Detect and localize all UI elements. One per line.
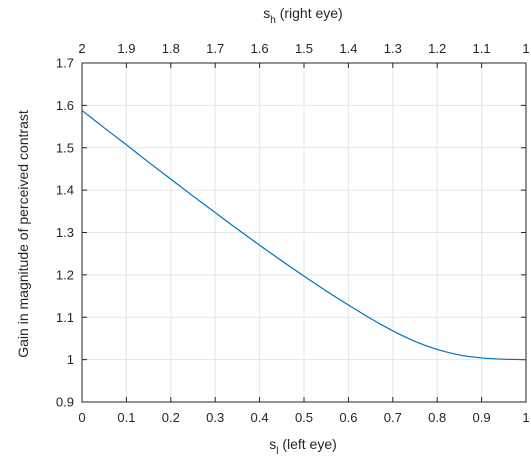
y-tick-label: 1	[67, 352, 74, 367]
top-axis-title-main: s	[263, 5, 270, 21]
y-tick-label: 0.9	[56, 395, 74, 410]
y-tick-label: 1.4	[56, 183, 74, 198]
x2-tick-label: 1.1	[473, 41, 491, 56]
x-tick-label: 0.7	[384, 410, 402, 425]
grid	[81, 62, 527, 403]
x-tick-label: 0.9	[473, 410, 491, 425]
x-tick-label: 0.2	[162, 410, 180, 425]
x-axis-title-rest: (left eye)	[278, 436, 336, 452]
x2-tick-label: 1.2	[428, 41, 446, 56]
top-axis-title-rest: (right eye)	[276, 5, 343, 21]
x-tick-label: 0.6	[339, 410, 357, 425]
top-tick-labels: 2 1.9 1.8 1.7 1.6 1.5 1.4 1.3 1.2 1.1 1	[78, 41, 529, 56]
x-axis-title-main: s	[269, 436, 276, 452]
x-tick-label: 0	[78, 410, 85, 425]
x-tick-label: 1	[522, 410, 529, 425]
y-tick-label: 1.5	[56, 140, 74, 155]
y-tick-label: 1.2	[56, 267, 74, 282]
x-tick-label: 0.3	[206, 410, 224, 425]
y-tick-label: 1.6	[56, 98, 74, 113]
y-axis-title: Gain in magnitude of perceived contrast	[15, 110, 31, 358]
y-tick-label: 1.3	[56, 225, 74, 240]
x-tick-label: 0.8	[428, 410, 446, 425]
x2-tick-label: 1.7	[206, 41, 224, 56]
x2-tick-label: 2	[78, 41, 85, 56]
top-axis-title-sub: h	[270, 15, 276, 26]
left-tick-labels: 0.9 1 1.1 1.2 1.3 1.4 1.5 1.6 1.7	[56, 56, 74, 410]
x-tick-label: 0.1	[117, 410, 135, 425]
x2-tick-label: 1.4	[339, 41, 357, 56]
x-tick-label: 0.5	[295, 410, 313, 425]
x-axis-title-sub: l	[276, 446, 278, 457]
x-axis-title: sl (left eye)	[269, 436, 337, 457]
x2-tick-label: 1.8	[162, 41, 180, 56]
bottom-tick-labels: 0 0.1 0.2 0.3 0.4 0.5 0.6 0.7 0.8 0.9 1	[78, 410, 529, 425]
x2-tick-label: 1	[522, 41, 529, 56]
y-tick-label: 1.1	[56, 310, 74, 325]
x2-tick-label: 1.5	[295, 41, 313, 56]
x2-tick-label: 1.3	[384, 41, 402, 56]
data-line	[81, 109, 527, 361]
x2-tick-label: 1.9	[117, 41, 135, 56]
top-axis-title: sh (right eye)	[263, 5, 342, 26]
x2-tick-label: 1.6	[251, 41, 269, 56]
x-tick-label: 0.4	[251, 410, 269, 425]
y-tick-label: 1.7	[56, 56, 74, 71]
